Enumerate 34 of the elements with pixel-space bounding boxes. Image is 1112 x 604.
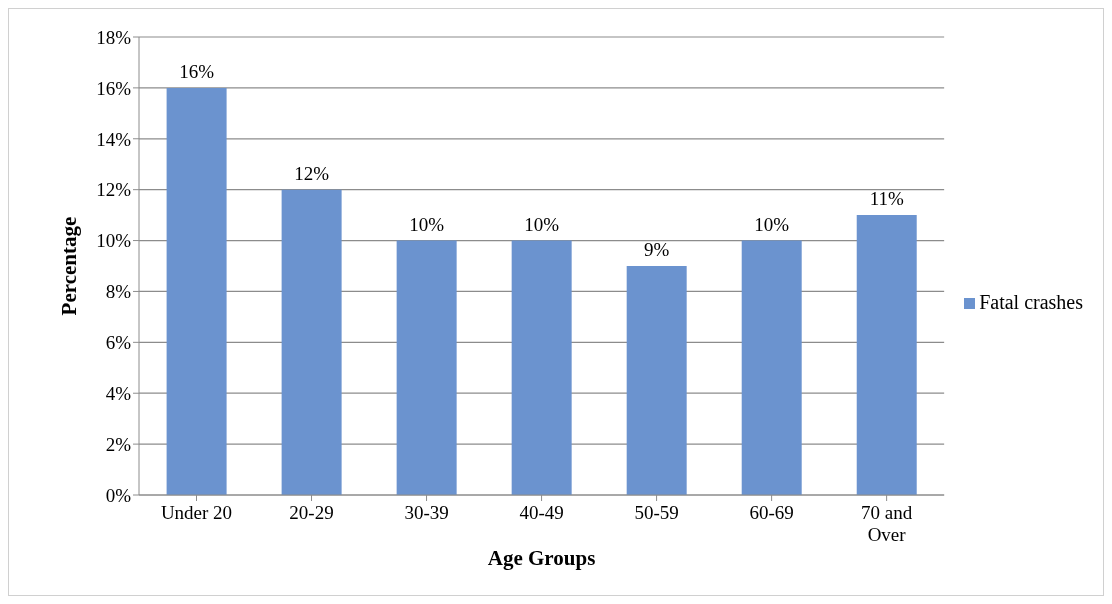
y-tick-label: 12% (96, 179, 132, 201)
y-tick-label: 8% (105, 281, 132, 303)
bar (511, 240, 572, 495)
bar (741, 240, 802, 495)
y-tick-label: 6% (105, 332, 132, 354)
y-tick-label: 10% (96, 230, 132, 252)
legend-label: Fatal crashes (979, 290, 1083, 313)
y-tick-label: 4% (105, 382, 132, 404)
data-label: 12% (294, 162, 330, 184)
x-tick-label: 20-29 (289, 502, 334, 523)
x-tick-label: 60-69 (749, 502, 794, 523)
x-tick-label: 40-49 (519, 502, 564, 523)
x-tick-label: 70 and Over (861, 502, 913, 545)
data-label: 10% (524, 213, 560, 235)
data-label: 10% (409, 213, 445, 235)
data-label: 16% (179, 60, 215, 82)
bar (166, 87, 227, 495)
data-label: 11% (869, 188, 904, 210)
y-tick-label: 0% (105, 484, 132, 506)
data-label: 10% (754, 213, 790, 235)
bar (396, 240, 457, 495)
y-tick-label: 2% (105, 433, 132, 455)
data-label: 9% (644, 239, 670, 260)
bar (856, 215, 917, 495)
y-axis-title: Percentage (57, 216, 82, 316)
x-axis-title: Age Groups (487, 546, 596, 570)
bar (281, 189, 342, 495)
y-tick-label: 18% (96, 26, 132, 48)
x-tick-label: 30-39 (404, 502, 449, 523)
bar (626, 266, 687, 495)
y-tick-label: 16% (96, 77, 132, 99)
y-tick-label: 14% (96, 128, 132, 150)
x-tick-label: 50-59 (634, 502, 679, 523)
x-tick-label: Under 20 (160, 502, 233, 523)
